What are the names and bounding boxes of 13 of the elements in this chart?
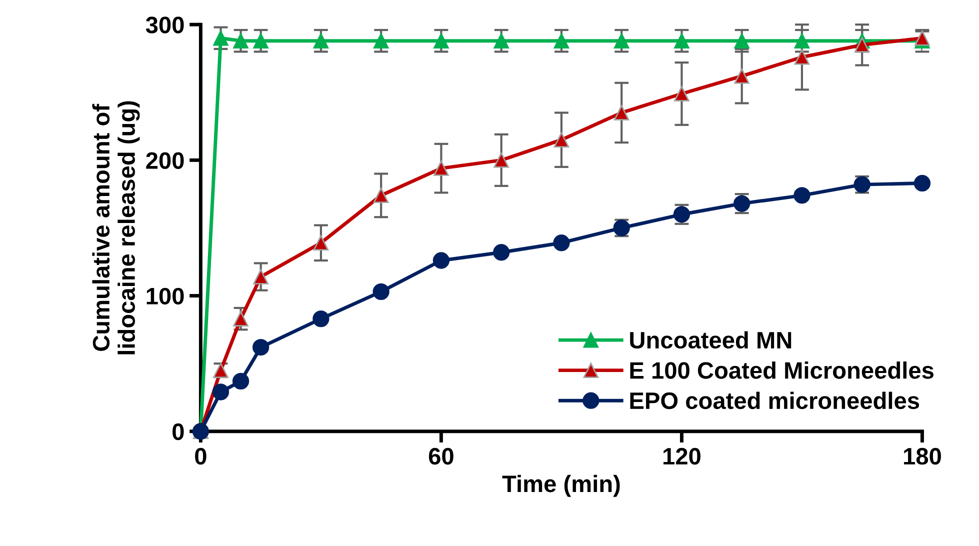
y-tick-label: 300 [146, 16, 184, 34]
x-tick-label: 0 [195, 448, 206, 465]
x-tick-label: 180 [904, 448, 941, 465]
y-tick-label: 100 [146, 288, 184, 305]
legend-label: EPO coated microneedles [630, 392, 920, 410]
legend-label: E 100 Coated Microneedles [630, 361, 934, 379]
y-tick-label: 200 [146, 152, 184, 169]
y-axis-title: Cumulative amount of lidocaine released (ug) [92, 101, 140, 354]
legend-label: Uncoateed MN [630, 331, 792, 349]
y-tick-label: 0 [172, 423, 184, 440]
x-tick-label: 60 [428, 448, 454, 465]
x-axis-title: Time (min) [502, 474, 620, 497]
x-tick-label: 120 [664, 448, 700, 465]
